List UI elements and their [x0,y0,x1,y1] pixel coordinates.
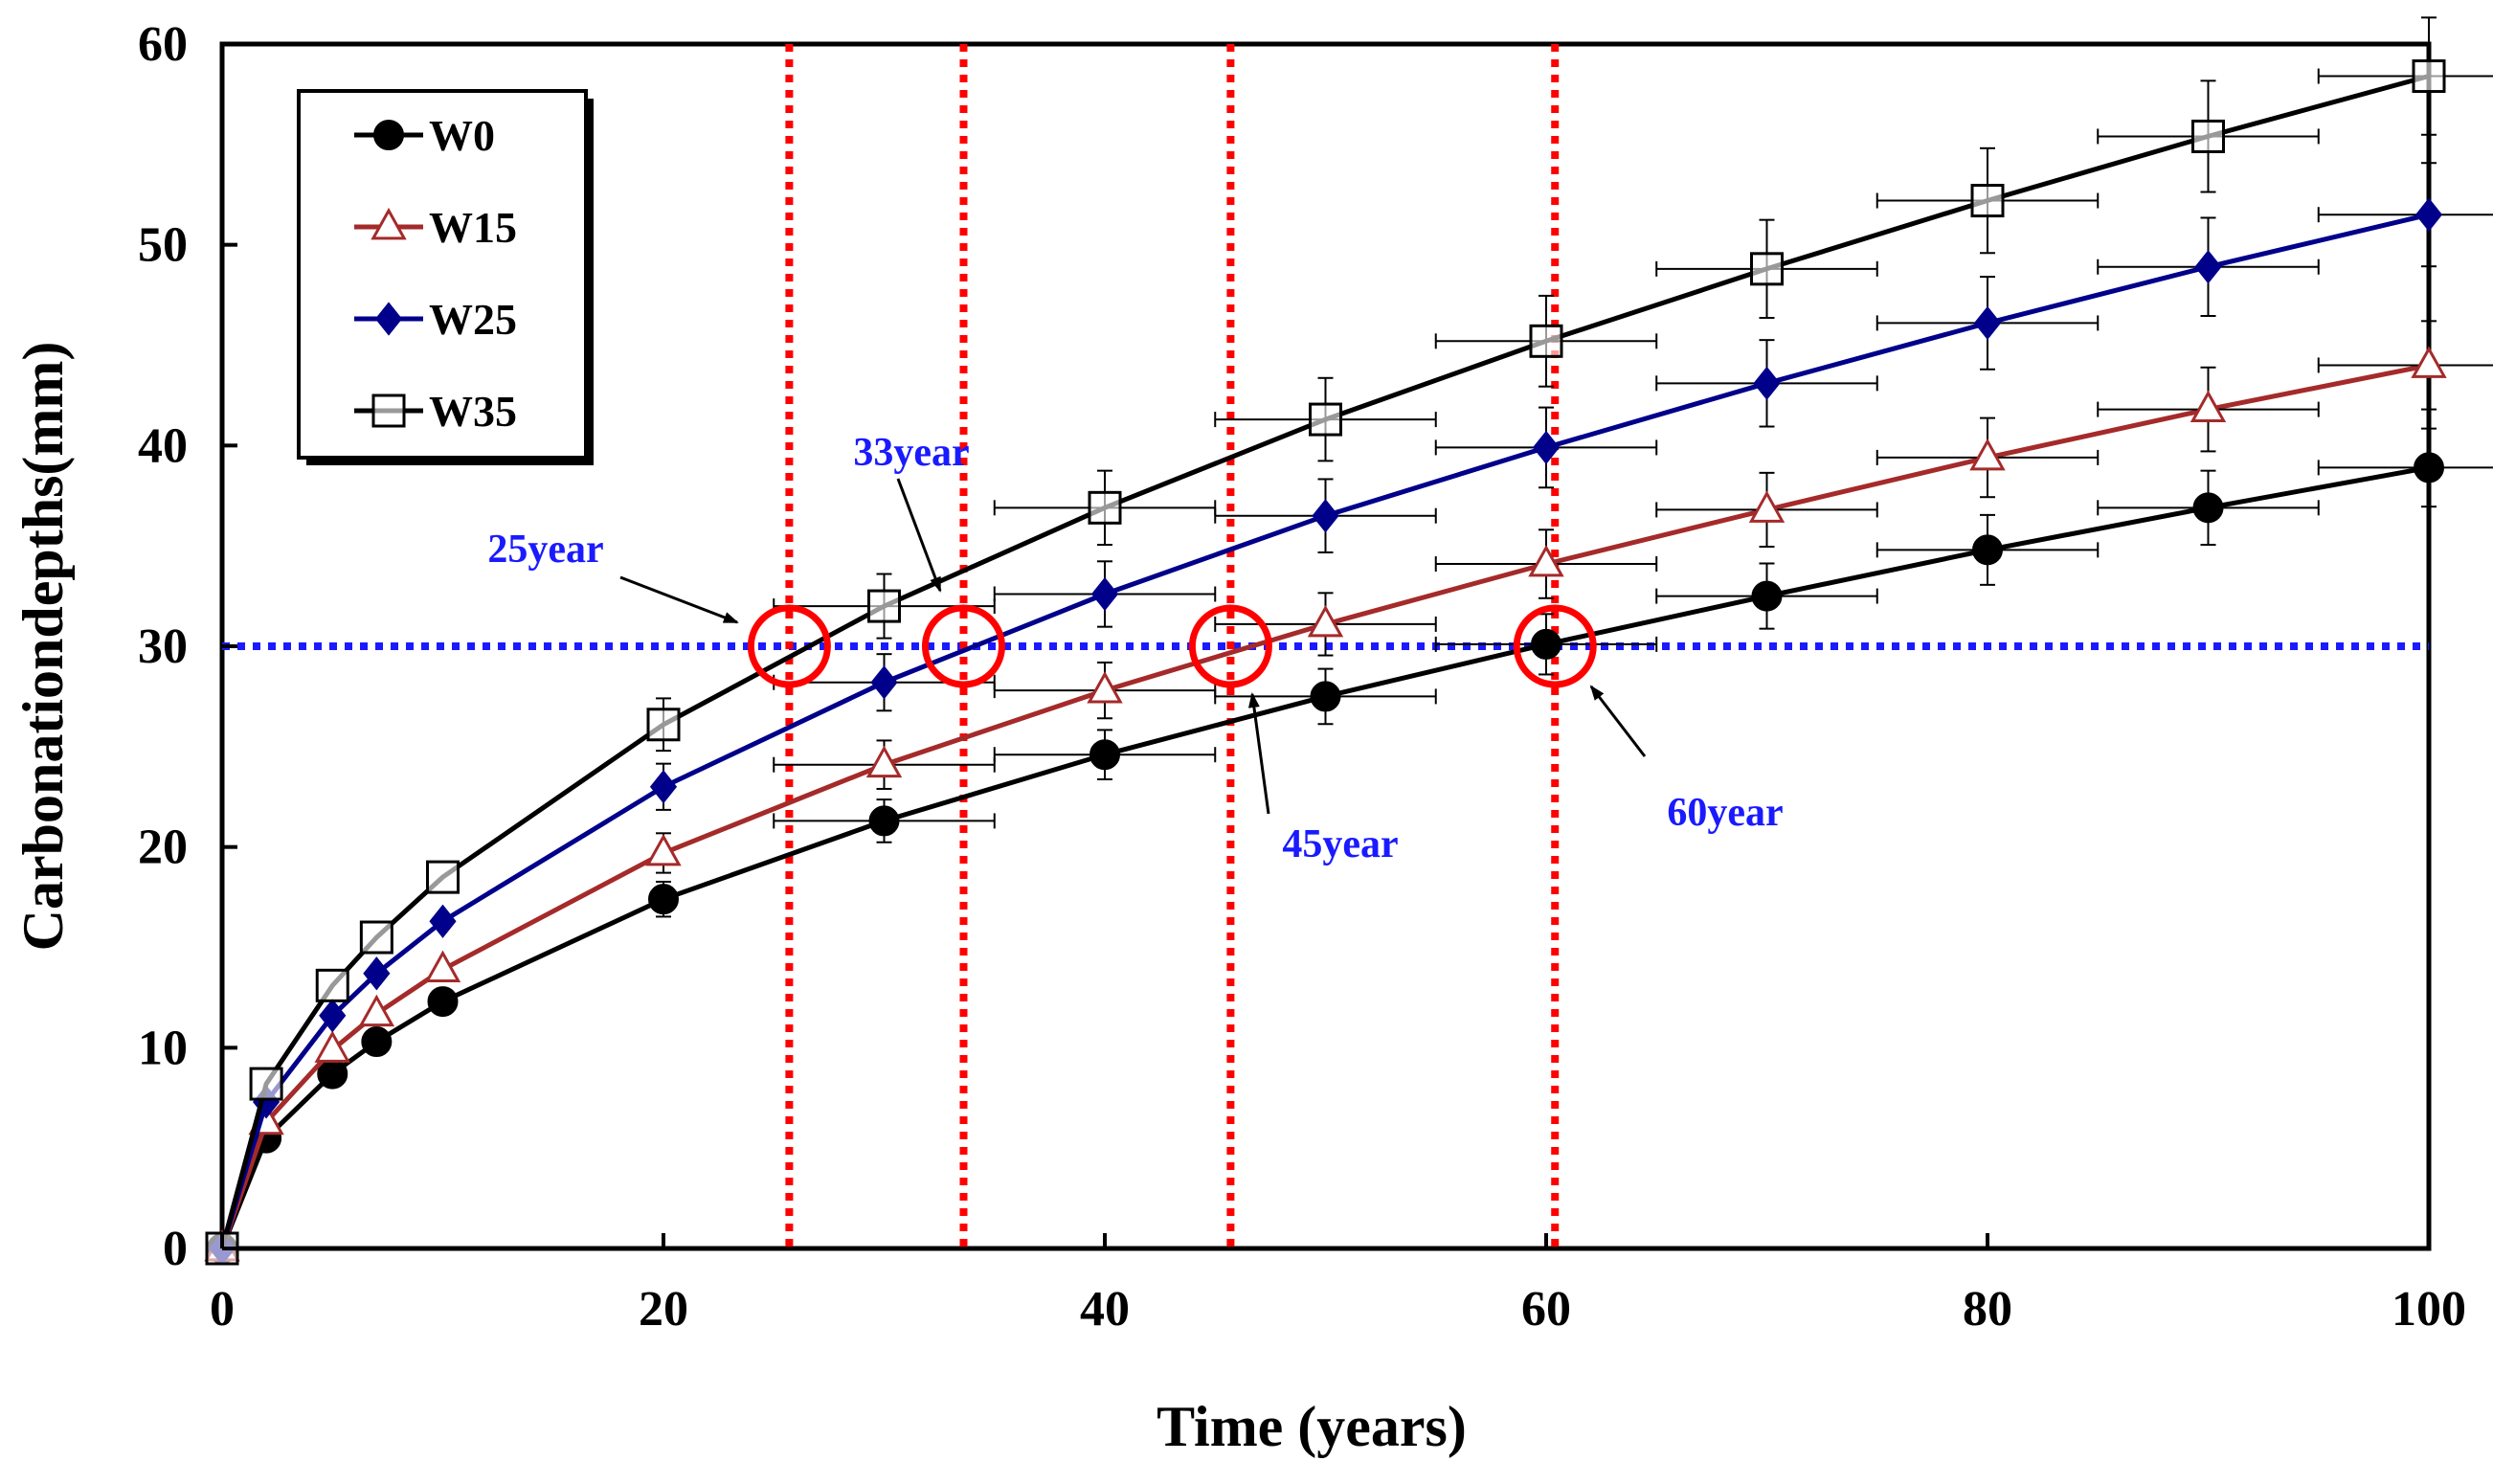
legend-label-w0: W0 [429,111,495,160]
series-layer [204,16,2493,1266]
data-point-w25 [870,665,898,700]
legend-marker-w35 [371,393,406,428]
highlight-circles [747,604,1597,688]
data-point-w25 [1753,366,1781,400]
x-tick-label: 0 [210,1282,235,1337]
y-tick-label: 0 [163,1222,188,1276]
highlight-circle [1188,604,1272,688]
annotation-arrow [1589,685,1647,757]
y-tick-label: 50 [138,218,188,273]
legend-box [297,89,588,460]
data-point-w35 [315,968,349,1002]
data-point-w35 [867,589,901,623]
x-axis-title: Time (years) [1157,1395,1467,1458]
x-tick-label: 20 [639,1282,688,1337]
data-point-w15 [645,833,682,866]
y-tick-label: 10 [138,1021,188,1075]
legend-label-w35: W35 [429,387,517,436]
data-point-w35 [1309,402,1342,437]
series-w35 [205,16,2493,1266]
data-point-w25 [2194,250,2222,284]
y-axis-title: Carbonationdepths(mm) [11,342,75,952]
data-point-w35 [359,920,393,955]
x-tick-label: 80 [1963,1282,2012,1337]
annotation-label: 60year [1667,791,1783,835]
data-point-w35 [2412,59,2446,94]
annotation-label: 25year [487,528,603,572]
data-point-w0 [1310,681,1341,712]
data-point-w15 [358,994,395,1027]
annotation-arrow [896,478,942,593]
data-point-w35 [249,1067,283,1101]
legend-marker-w25 [374,302,403,336]
data-point-w35 [1088,490,1122,525]
legend-label-w25: W25 [429,295,517,344]
series-w15 [204,320,2493,1262]
data-point-w15 [1087,671,1123,704]
data-point-w0 [1531,628,1561,660]
data-point-w15 [314,1030,350,1063]
data-point-w0 [361,1026,393,1058]
annotation-label: 45year [1282,822,1398,866]
data-point-w0 [1751,580,1783,612]
y-tick-label: 60 [138,17,188,72]
data-point-w0 [868,805,900,837]
data-point-w25 [1090,576,1119,612]
data-point-w15 [1969,438,2006,471]
y-tick-label: 40 [138,418,188,473]
data-point-w35 [1970,184,2005,218]
data-point-w15 [1307,604,1344,638]
data-point-w15 [2411,346,2447,378]
data-point-w0 [648,884,679,915]
data-point-w35 [426,860,460,894]
data-point-w0 [427,986,459,1018]
series-line-w15 [219,363,2430,1249]
legend-marker-w15 [371,207,407,240]
x-tick-label: 60 [1521,1282,1571,1337]
data-point-w15 [424,950,461,982]
y-tick-label: 30 [138,619,188,674]
data-point-w25 [1312,499,1339,533]
data-point-w0 [2192,492,2224,524]
data-point-w15 [1528,544,1564,577]
series-w25 [208,162,2493,1266]
data-point-w15 [865,745,903,778]
data-point-w15 [2190,390,2227,422]
data-point-w25 [1532,430,1561,465]
annotation-arrow [619,575,739,624]
highlight-circle [921,604,1005,688]
legend: W0 W15 W25 W35 [297,89,594,465]
data-point-w25 [649,770,678,804]
annotation-label: 33year [853,431,969,475]
data-point-w15 [1748,490,1786,523]
data-point-w25 [1973,305,2002,341]
x-tick-label: 100 [2392,1282,2466,1337]
data-point-w25 [2414,197,2443,232]
highlight-circle [1513,604,1597,688]
data-point-w25 [319,999,347,1033]
data-point-w35 [646,708,681,742]
series-w0 [207,427,2493,1264]
highlight-circle [747,604,831,688]
data-point-w35 [1750,252,1784,286]
data-point-w25 [429,904,457,938]
x-tick-label: 40 [1080,1282,1130,1337]
data-point-w35 [1529,324,1563,358]
legend-label-w15: W15 [429,203,517,252]
data-point-w25 [363,956,391,991]
y-tick-label: 20 [138,821,188,875]
legend-marker-w0 [373,120,404,150]
axes: 0 20 40 60 80 100 0 10 20 30 40 50 60 [138,17,2466,1337]
data-point-w35 [2191,119,2225,153]
data-point-w0 [2414,452,2444,483]
data-point-w0 [1972,534,2003,566]
annotation-arrow [1247,692,1270,815]
annotations: 25year 33year 45year 60year [487,431,1783,866]
data-point-w0 [1089,739,1120,771]
